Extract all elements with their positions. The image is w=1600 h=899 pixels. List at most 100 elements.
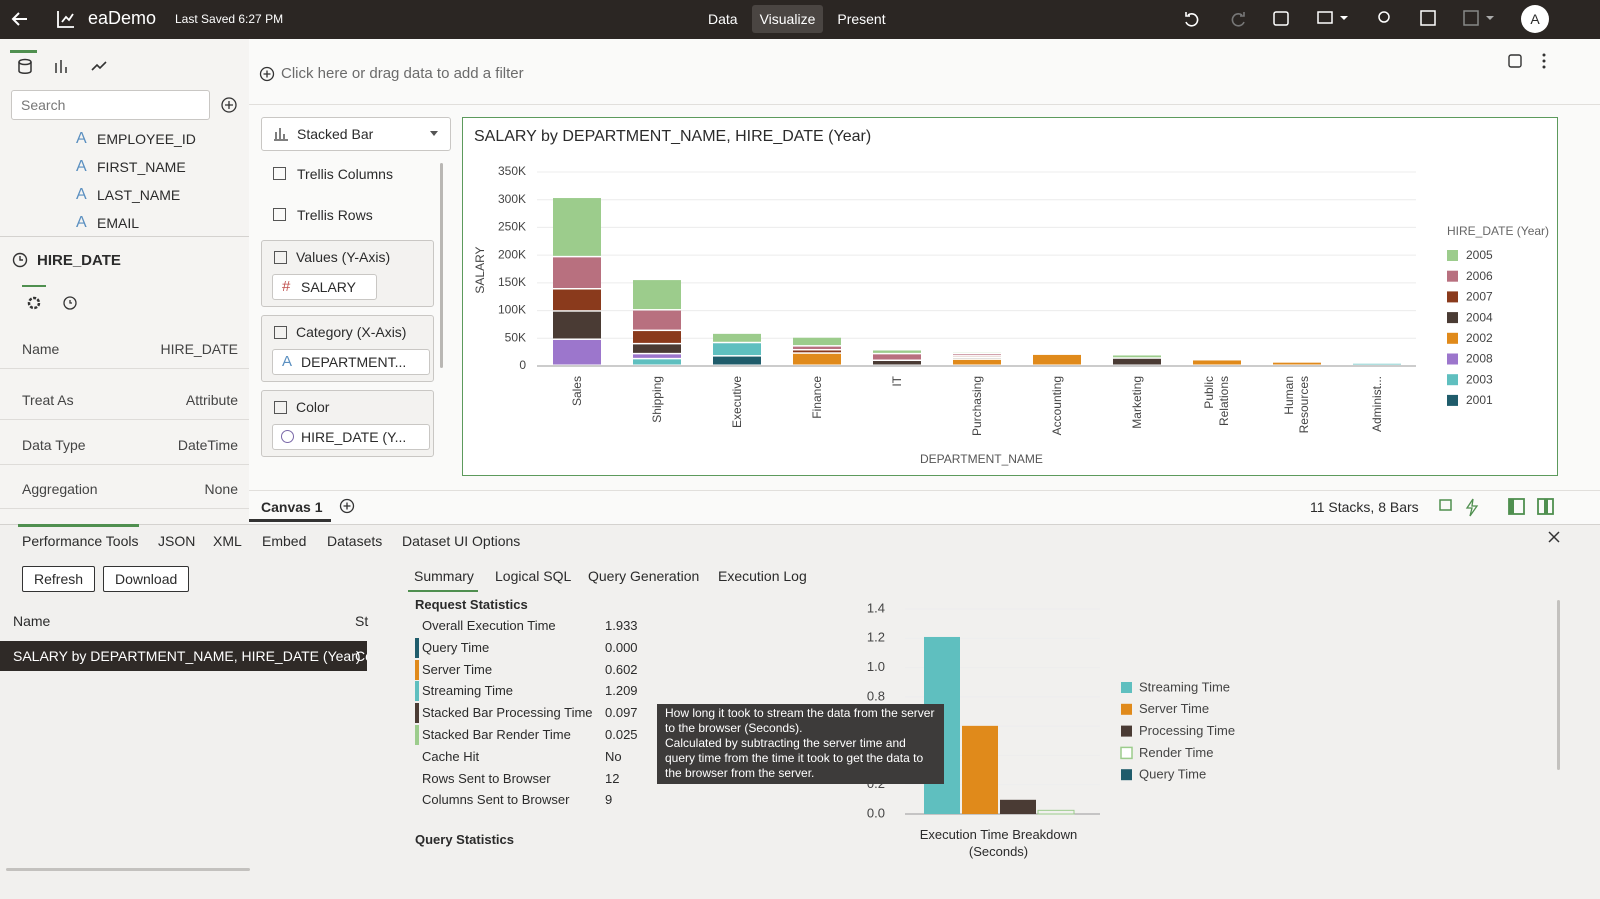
- sidebar-tabs: [18, 58, 107, 74]
- field[interactable]: EMPLOYEE_ID: [97, 131, 196, 147]
- back-button[interactable]: [10, 9, 30, 29]
- button[interactable]: Refresh: [22, 566, 96, 592]
- pill-icon: [281, 430, 294, 443]
- bar-segment: [953, 354, 1001, 356]
- bar-segment: [553, 257, 601, 289]
- undo[interactable]: [1185, 12, 1199, 27]
- tools-tab[interactable]: Dataset UI Options: [402, 533, 521, 549]
- field-icon: A: [76, 130, 87, 147]
- stat-swatch: [415, 725, 419, 745]
- property-value: DateTime: [177, 437, 238, 453]
- legend-swatch: [1121, 769, 1132, 781]
- filter-bar[interactable]: Click here or drag data to add a filter: [281, 65, 524, 82]
- stat-name: Cache Hit: [422, 748, 480, 764]
- legend-label: Processing Time: [1139, 723, 1235, 738]
- trellis-icon: [273, 167, 286, 180]
- legend-swatch: [1447, 250, 1458, 261]
- tools-tab[interactable]: Datasets: [327, 533, 383, 549]
- app-icon: [57, 11, 74, 28]
- bar-segment: [633, 344, 681, 353]
- bar-segment: [1113, 355, 1161, 358]
- bar-segment: [793, 353, 841, 365]
- stat-swatch: [415, 681, 419, 702]
- bar-segment: [713, 333, 761, 342]
- row-name: SALARY by DEPARTMENT_NAME, HIRE_DATE (Ye…: [13, 648, 361, 664]
- stat-name: Columns Sent to Browser: [422, 792, 570, 808]
- legend-swatch: [1447, 353, 1458, 365]
- summary-tab[interactable]: Logical SQL: [495, 568, 572, 584]
- y-tick-label: 150K: [498, 275, 526, 289]
- tools-tab[interactable]: JSON: [158, 533, 196, 549]
- add-data[interactable]: [220, 96, 238, 114]
- close-panel[interactable]: [1547, 530, 1561, 544]
- divider: [0, 508, 249, 509]
- summary-tab[interactable]: Execution Log: [718, 568, 807, 584]
- field-icon: A: [76, 186, 87, 203]
- stat-value: 1.209: [605, 683, 638, 699]
- bar-segment: [633, 280, 681, 310]
- stat-name: Overall Execution Time: [422, 618, 556, 633]
- mode-tab[interactable]: Present: [837, 11, 886, 27]
- redo[interactable]: [1231, 12, 1245, 27]
- tools-tab[interactable]: Embed: [262, 533, 307, 549]
- chart-title: SALARY by DEPARTMENT_NAME, HIRE_DATE (Ye…: [474, 128, 872, 145]
- canvas-tab[interactable]: Canvas 1: [261, 499, 323, 515]
- legend-swatch: [1447, 312, 1458, 324]
- mode-tab[interactable]: Visualize: [751, 5, 824, 33]
- search-box[interactable]: [11, 90, 210, 120]
- section-title: Request Statistics: [415, 597, 528, 612]
- mode-tab[interactable]: Data: [708, 11, 738, 27]
- field[interactable]: LAST_NAME: [97, 187, 181, 203]
- selected-row[interactable]: [0, 641, 367, 671]
- canvas-menu[interactable]: [1506, 52, 1556, 72]
- export[interactable]: [1420, 10, 1436, 26]
- field[interactable]: EMAIL: [97, 215, 140, 231]
- y-tick-label: 50K: [505, 330, 526, 344]
- bar-segment: [1113, 358, 1161, 365]
- viz-type-picker[interactable]: [261, 117, 451, 151]
- y-tick-label: 300K: [498, 192, 526, 206]
- bar-segment: [633, 359, 681, 365]
- drop-icon: [274, 326, 287, 339]
- bar-segment: [553, 198, 601, 256]
- tools-tab[interactable]: XML: [213, 533, 242, 549]
- pill[interactable]: [272, 349, 430, 375]
- data-icon[interactable]: [1273, 11, 1289, 26]
- legend-swatch: [1447, 374, 1458, 386]
- tab-indicator: [18, 524, 139, 527]
- add-filter-icon[interactable]: [258, 65, 276, 83]
- comments[interactable]: [1317, 11, 1333, 24]
- trellis[interactable]: Trellis Rows: [297, 207, 373, 223]
- field[interactable]: FIRST_NAME: [97, 159, 186, 175]
- save[interactable]: [1463, 10, 1479, 26]
- pill[interactable]: [272, 274, 377, 300]
- legend-swatch: [1121, 703, 1132, 715]
- legend-swatch: [1121, 725, 1132, 737]
- viz-type-icons: [274, 128, 438, 141]
- add-canvas[interactable]: [338, 497, 356, 515]
- legend-label: 2007: [1466, 290, 1493, 304]
- button[interactable]: Download: [103, 566, 190, 592]
- saved-status: Last Saved 6:27 PM: [175, 12, 284, 26]
- summary-tab[interactable]: Summary: [414, 568, 474, 584]
- bar-segment: [793, 337, 841, 346]
- summary-tab[interactable]: Query Generation: [588, 568, 700, 584]
- legend-label: 2003: [1466, 372, 1493, 386]
- insights[interactable]: [1378, 11, 1390, 23]
- stat-value: No: [605, 748, 622, 764]
- stat-value: 0.000: [605, 639, 638, 655]
- bar-segment: [633, 331, 681, 343]
- avatar[interactable]: A: [1521, 5, 1549, 33]
- divider: [0, 464, 249, 465]
- trellis[interactable]: Trellis Columns: [297, 166, 393, 182]
- pill[interactable]: [272, 424, 430, 450]
- bar-segment: [713, 343, 761, 356]
- scrollbar: [440, 163, 443, 368]
- divider: [249, 104, 1600, 105]
- property-value: Attribute: [185, 392, 238, 408]
- stat-name: Query Time: [422, 639, 490, 655]
- legend-label: Server Time: [1139, 701, 1209, 716]
- stat-value: 0.602: [605, 661, 638, 677]
- tools-tab[interactable]: Performance Tools: [22, 533, 139, 549]
- stat-name: Stacked Bar Processing Time: [422, 705, 593, 721]
